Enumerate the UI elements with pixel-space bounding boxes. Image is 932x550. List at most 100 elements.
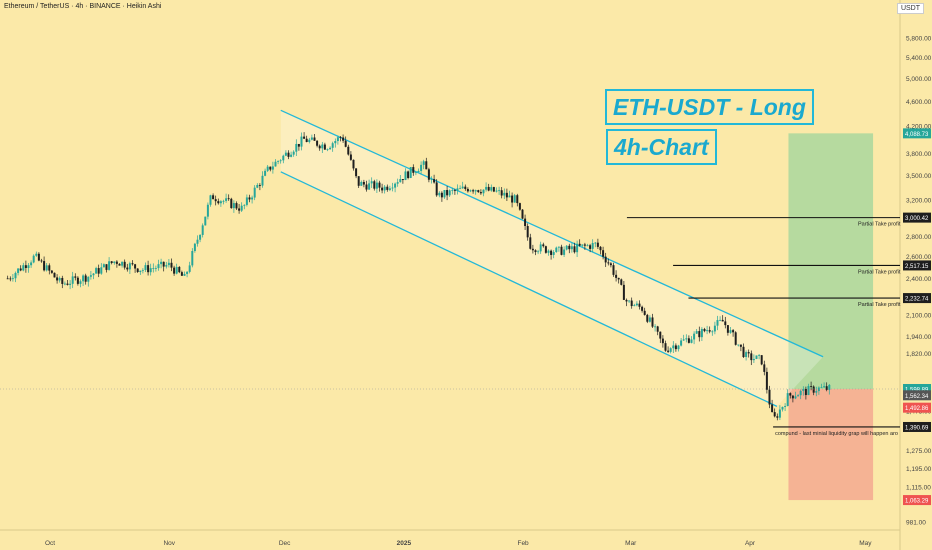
level-label: compund - last minial liquidity grap wil…	[775, 431, 898, 437]
y-tick-label: 1,820.00	[906, 351, 932, 358]
candle-body	[71, 276, 74, 284]
candle-body	[180, 272, 183, 276]
candle-body	[794, 396, 797, 399]
candle-body	[586, 245, 589, 247]
candle-body	[677, 345, 680, 350]
candle-body	[201, 225, 204, 235]
candle-body	[630, 300, 633, 307]
candle-body	[708, 330, 711, 332]
candle-body	[277, 161, 280, 162]
candle-body	[297, 143, 300, 147]
candle-body	[716, 320, 719, 326]
candle-body	[248, 197, 251, 200]
candle-body	[147, 265, 150, 273]
x-tick-label: Feb	[517, 540, 529, 547]
candle-body	[175, 266, 178, 274]
candle-body	[760, 355, 763, 365]
candle-body	[209, 195, 212, 205]
candle-body	[568, 245, 571, 250]
candle-body	[287, 152, 290, 157]
candle-body	[570, 246, 573, 250]
candle-body	[170, 262, 173, 268]
candle-body	[490, 187, 493, 191]
candle-body	[659, 331, 662, 339]
candle-body	[500, 190, 503, 196]
candle-body	[646, 314, 649, 322]
currency-badge[interactable]: USDT	[896, 3, 924, 14]
candle-body	[747, 352, 750, 354]
candle-body	[742, 346, 745, 358]
candle-body	[758, 355, 761, 356]
candle-body	[43, 261, 46, 271]
candle-body	[105, 264, 108, 270]
candle-body	[810, 386, 813, 387]
candle-body	[290, 154, 293, 157]
candle-body	[765, 371, 768, 390]
candle-body	[706, 330, 709, 332]
candle-body	[331, 143, 334, 148]
channel-lower-line	[280, 171, 778, 407]
y-tick-label: 5,800.00	[906, 36, 932, 43]
candle-body	[521, 209, 524, 219]
candle-body	[214, 199, 217, 202]
candle-body	[433, 179, 436, 183]
candle-body	[74, 276, 77, 278]
y-tick-label: 4,200.00	[906, 124, 932, 131]
candle-body	[232, 203, 235, 209]
candle-body	[191, 251, 194, 266]
candle-body	[365, 184, 368, 190]
candle-body	[308, 139, 311, 142]
candle-body	[134, 264, 137, 269]
candle-body	[396, 182, 399, 184]
candle-body	[581, 244, 584, 246]
candle-body	[703, 328, 706, 332]
candle-body	[225, 198, 228, 201]
candle-body	[547, 250, 550, 253]
candle-body	[815, 391, 818, 393]
candle-body	[609, 263, 612, 266]
candle-body	[656, 326, 659, 332]
candle-body	[206, 204, 209, 217]
candle-body	[121, 261, 124, 266]
candle-body	[253, 187, 256, 198]
candle-body	[820, 387, 823, 389]
candle-body	[407, 171, 410, 178]
candle-body	[193, 243, 196, 252]
candle-body	[534, 250, 537, 253]
candle-body	[97, 268, 100, 274]
candle-body	[162, 261, 165, 267]
candle-body	[789, 393, 792, 396]
candle-body	[752, 358, 755, 361]
candle-body	[157, 264, 160, 269]
candle-body	[95, 268, 98, 274]
candle-body	[144, 265, 147, 270]
candle-body	[477, 190, 480, 193]
candle-body	[48, 265, 51, 271]
candle-body	[524, 218, 527, 227]
candle-body	[378, 182, 381, 188]
y-tick-label: 1,115.00	[906, 485, 931, 492]
candle-body	[607, 262, 610, 264]
candle-body	[755, 355, 758, 359]
x-tick-label: Nov	[163, 540, 175, 547]
candle-body	[485, 186, 488, 190]
candle-body	[635, 303, 638, 306]
candle-body	[271, 166, 274, 170]
candle-body	[362, 181, 365, 185]
candle-body	[24, 265, 27, 268]
candle-body	[84, 275, 87, 282]
candle-body	[399, 179, 402, 183]
candle-body	[295, 143, 298, 152]
candle-body	[687, 338, 690, 343]
candle-body	[786, 393, 789, 407]
candle-body	[126, 267, 129, 270]
candle-body	[269, 166, 272, 170]
candle-body	[466, 188, 469, 192]
candle-body	[188, 265, 191, 272]
candle-body	[737, 344, 740, 346]
title-annotation: ETH-USDT - Long	[605, 89, 814, 125]
candle-body	[685, 338, 688, 340]
candle-body	[409, 167, 412, 178]
y-tick-label: 3,500.00	[906, 173, 932, 180]
